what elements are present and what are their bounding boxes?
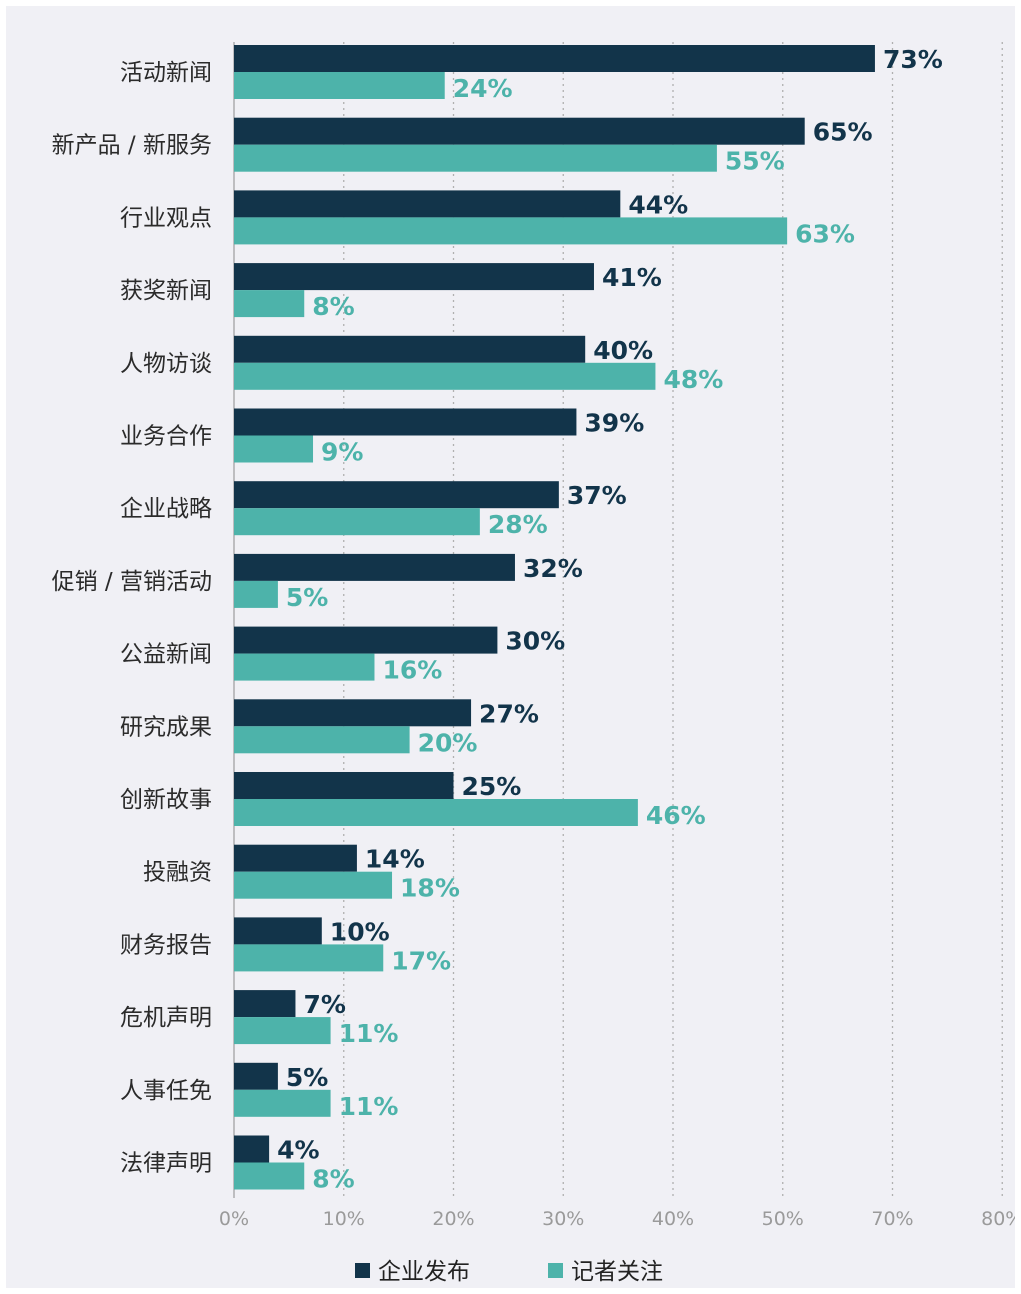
bar-enterprise: [234, 117, 805, 145]
category-label: 人物访谈: [120, 351, 212, 377]
x-tick-label: 10%: [323, 1208, 365, 1230]
category-label: 投融资: [143, 860, 212, 886]
value-label-reporter: 20%: [418, 728, 478, 757]
category-label: 创新故事: [120, 787, 212, 813]
value-label-reporter: 9%: [321, 438, 363, 467]
value-label-reporter: 8%: [312, 292, 354, 321]
bar-enterprise: [234, 553, 515, 581]
legend: 企业发布 记者关注: [355, 1259, 663, 1285]
value-label-enterprise: 27%: [479, 699, 539, 728]
x-tick-label: 80%: [981, 1208, 1015, 1230]
bar-reporter: [234, 1162, 305, 1190]
value-label-reporter: 18%: [400, 874, 460, 903]
x-tick-label: 50%: [762, 1208, 804, 1230]
value-label-enterprise: 37%: [567, 481, 627, 510]
value-label-reporter: 63%: [795, 219, 855, 248]
value-label-reporter: 48%: [663, 365, 723, 394]
bar-enterprise: [234, 699, 472, 727]
x-tick-label: 70%: [871, 1208, 913, 1230]
legend-swatch-enterprise: [355, 1263, 370, 1278]
value-label-enterprise: 65%: [813, 118, 873, 147]
bar-enterprise: [234, 844, 357, 872]
bar-reporter: [234, 435, 314, 463]
bar-reporter: [234, 217, 788, 245]
bar-enterprise: [234, 45, 875, 72]
value-label-reporter: 11%: [339, 1019, 399, 1048]
category-label: 行业观点: [120, 205, 212, 231]
category-label: 危机声明: [120, 1005, 212, 1031]
value-label-enterprise: 32%: [523, 554, 583, 583]
bars: [234, 45, 875, 1190]
value-label-enterprise: 5%: [286, 1063, 328, 1092]
x-tick-label: 0%: [219, 1208, 249, 1230]
bar-chart: 活动新闻 73% 24% 新产品 / 新服务 65% 55% 行业观点 44% 63% 获奖新闻 4…: [52, 42, 1015, 1285]
bar-enterprise: [234, 1062, 278, 1090]
value-label-reporter: 55%: [725, 147, 785, 176]
value-label-enterprise: 40%: [593, 336, 653, 365]
value-label-reporter: 5%: [286, 583, 328, 612]
bar-reporter: [234, 508, 480, 536]
bar-reporter: [234, 726, 410, 754]
x-tick-label: 30%: [542, 1208, 584, 1230]
bar-enterprise: [234, 481, 559, 509]
value-label-enterprise: 25%: [462, 772, 522, 801]
bar-reporter: [234, 799, 638, 826]
legend-label-reporter: 记者关注: [571, 1259, 663, 1285]
value-label-reporter: 8%: [312, 1165, 354, 1194]
bar-enterprise: [234, 408, 577, 436]
category-label: 研究成果: [120, 714, 212, 740]
category-label: 获奖新闻: [120, 278, 212, 304]
value-label-enterprise: 30%: [505, 627, 565, 656]
category-label: 财务报告: [120, 932, 212, 958]
category-label: 活动新闻: [120, 60, 212, 86]
bar-reporter: [234, 290, 305, 318]
bar-enterprise: [234, 990, 296, 1018]
bar-enterprise: [234, 626, 498, 654]
value-label-reporter: 11%: [339, 1092, 399, 1121]
bar-reporter: [234, 944, 384, 972]
value-label-enterprise: 14%: [365, 845, 425, 874]
value-label-enterprise: 7%: [303, 990, 345, 1019]
bar-enterprise: [234, 335, 586, 363]
bar-enterprise: [234, 190, 621, 218]
bar-enterprise: [234, 1135, 270, 1163]
category-label: 企业战略: [120, 496, 212, 522]
bar-enterprise: [234, 263, 594, 291]
value-label-reporter: 16%: [382, 656, 442, 685]
legend-label-enterprise: 企业发布: [378, 1259, 470, 1285]
bar-enterprise: [234, 772, 454, 799]
x-tick-label: 20%: [432, 1208, 474, 1230]
legend-swatch-reporter: [548, 1263, 563, 1278]
value-label-enterprise: 10%: [330, 917, 390, 946]
value-label-reporter: 24%: [453, 74, 513, 103]
category-label: 人事任免: [120, 1078, 212, 1104]
bar-enterprise: [234, 917, 322, 945]
bar-reporter: [234, 1017, 331, 1045]
x-tick-label: 40%: [652, 1208, 694, 1230]
bar-reporter: [234, 580, 278, 608]
category-label: 法律声明: [120, 1151, 212, 1177]
labels: 活动新闻 73% 24% 新产品 / 新服务 65% 55% 行业观点 44% 63% 获奖新闻 4…: [52, 45, 943, 1194]
chart-card: 活动新闻 73% 24% 新产品 / 新服务 65% 55% 行业观点 44% 63% 获奖新闻 4…: [6, 6, 1015, 1288]
x-axis-ticks: 0%10%20%30%40%50%70%80%100%: [219, 1208, 1015, 1230]
bar-reporter: [234, 1089, 331, 1117]
value-label-enterprise: 44%: [628, 190, 688, 219]
category-label: 公益新闻: [120, 642, 212, 668]
value-label-enterprise: 73%: [883, 45, 943, 74]
bar-reporter: [234, 144, 717, 172]
category-label: 新产品 / 新服务: [52, 133, 212, 159]
value-label-enterprise: 39%: [584, 409, 644, 438]
value-label-reporter: 46%: [646, 801, 706, 830]
bar-reporter: [234, 72, 445, 99]
value-label-enterprise: 4%: [277, 1136, 319, 1165]
bar-reporter: [234, 653, 375, 681]
bar-reporter: [234, 871, 393, 899]
value-label-reporter: 17%: [391, 946, 451, 975]
value-label-enterprise: 41%: [602, 263, 662, 292]
category-label: 业务合作: [120, 424, 212, 450]
value-label-reporter: 28%: [488, 510, 548, 539]
bar-reporter: [234, 362, 656, 390]
category-label: 促销 / 营销活动: [52, 569, 212, 595]
